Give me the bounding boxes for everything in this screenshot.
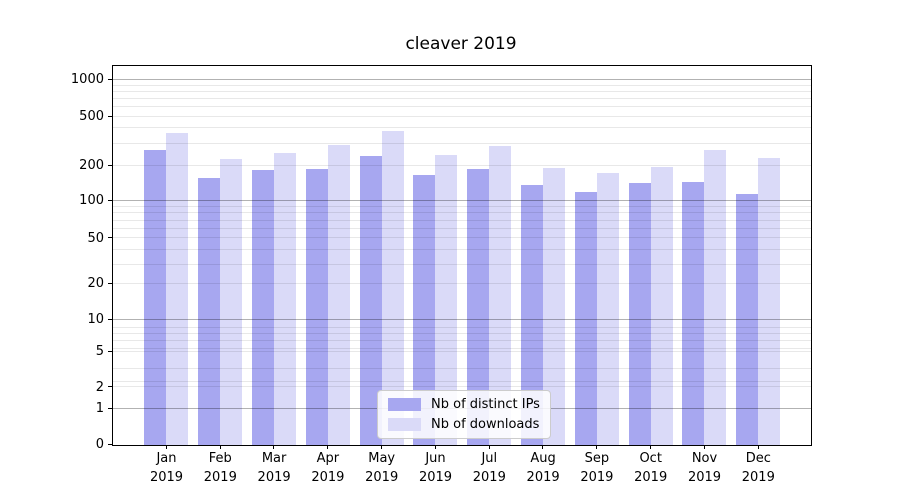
legend-label-distinct-ips: Nb of distinct IPs	[431, 397, 540, 412]
x-tick-mark	[165, 444, 167, 449]
bar-downloads	[166, 133, 189, 445]
bar-downloads	[758, 158, 781, 445]
x-tick-label: Mar 2019	[257, 451, 291, 485]
x-tick-label: May 2019	[365, 451, 399, 485]
bar-distinct-ips	[413, 174, 436, 445]
y-tick-mark	[108, 318, 112, 320]
chart-title: cleaver 2019	[405, 34, 517, 54]
y-tick-mark	[108, 443, 112, 446]
bar-downloads	[220, 158, 243, 445]
plot-area: Nb of distinct IPs Nb of downloads	[108, 65, 812, 449]
bar-downloads	[489, 146, 512, 445]
x-tick-label: Dec 2019	[741, 451, 775, 485]
y-tick-mark	[108, 282, 112, 284]
legend-item-downloads: Nb of downloads	[388, 417, 540, 432]
bar-distinct-ips	[144, 149, 167, 445]
x-tick-mark	[488, 444, 490, 449]
y-tick-label: 0	[95, 437, 104, 453]
bar-distinct-ips	[682, 182, 705, 445]
bar-distinct-ips	[574, 191, 597, 445]
y-tick-label: 20	[87, 275, 104, 291]
y-tick-label: 50	[87, 230, 104, 246]
x-tick-mark	[434, 444, 436, 449]
x-tick-mark	[327, 444, 329, 449]
y-tick-mark	[108, 78, 112, 80]
bar-distinct-ips	[251, 170, 274, 445]
x-tick-label: Feb 2019	[203, 451, 237, 485]
legend-item-distinct-ips: Nb of distinct IPs	[388, 397, 540, 412]
y-tick-label: 1000	[70, 72, 104, 87]
bar-downloads	[650, 167, 673, 445]
x-tick-mark	[703, 444, 705, 449]
x-tick-label: Jul 2019	[472, 451, 506, 485]
y-tick-label: 500	[79, 109, 104, 125]
bar-distinct-ips	[198, 177, 221, 445]
y-tick-mark	[108, 200, 112, 202]
x-tick-label: Nov 2019	[687, 451, 722, 485]
bar-downloads	[273, 153, 296, 445]
bar-distinct-ips	[628, 183, 651, 445]
bar-downloads	[327, 145, 350, 445]
x-tick-mark	[219, 444, 221, 449]
x-tick-mark	[596, 444, 598, 449]
bar-distinct-ips	[520, 184, 543, 445]
bar-distinct-ips	[359, 156, 382, 445]
bar-downloads	[381, 131, 404, 445]
x-tick-mark	[273, 444, 275, 449]
y-tick-label: 1	[95, 401, 104, 417]
y-tick-mark	[108, 164, 112, 166]
legend-label-downloads: Nb of downloads	[431, 417, 540, 432]
bar-downloads	[435, 154, 458, 445]
y-tick-label: 100	[79, 193, 104, 209]
x-tick-mark	[757, 444, 759, 449]
y-tick-label: 10	[87, 312, 104, 328]
x-tick-mark	[542, 444, 544, 449]
y-tick-mark	[108, 116, 112, 118]
x-tick-label: Jun 2019	[418, 451, 453, 485]
x-tick-label: Aug 2019	[526, 451, 560, 485]
bars-layer	[113, 66, 811, 445]
y-tick-mark	[108, 407, 112, 410]
x-tick-label: Oct 2019	[634, 451, 668, 485]
x-tick-mark	[649, 444, 652, 449]
legend-swatch-downloads	[388, 418, 421, 431]
y-tick-label: 200	[79, 157, 104, 173]
bar-distinct-ips	[305, 168, 328, 445]
y-tick-mark	[108, 386, 112, 388]
x-tick-label: Jan 2019	[149, 451, 184, 485]
legend-swatch-distinct-ips	[388, 398, 421, 411]
bar-distinct-ips	[736, 194, 759, 445]
y-tick-label: 5	[95, 343, 104, 359]
y-tick-label: 2	[95, 379, 104, 395]
bar-downloads	[542, 168, 565, 445]
y-tick-mark	[108, 350, 112, 352]
bar-distinct-ips	[467, 168, 490, 445]
bar-downloads	[704, 149, 727, 445]
bar-downloads	[596, 172, 619, 445]
x-tick-label: Apr 2019	[311, 451, 345, 485]
x-tick-label: Sep 2019	[580, 451, 614, 485]
x-tick-mark	[380, 444, 383, 449]
y-tick-mark	[108, 237, 112, 239]
legend: Nb of distinct IPs Nb of downloads	[377, 390, 551, 439]
